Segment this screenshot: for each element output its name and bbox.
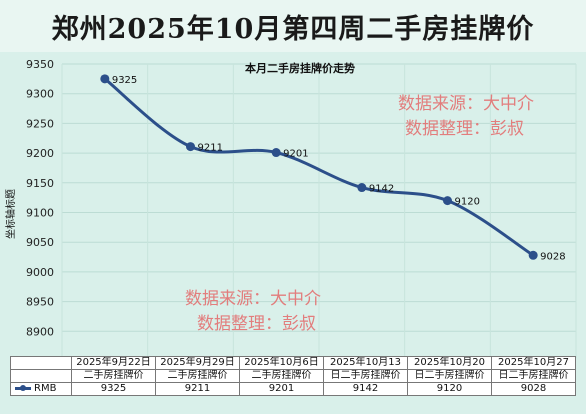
series-rmb: 9325 9211 9201 9142 9120 9028 xyxy=(100,74,566,262)
table-header-row-2: 二手房挂牌价 二手房挂牌价 二手房挂牌价 日二手房挂牌价 日二手房挂牌价 日二手… xyxy=(10,369,576,383)
y-tick-label: 9000 xyxy=(26,266,54,279)
y-tick-label: 9050 xyxy=(26,236,54,249)
data-point xyxy=(357,183,367,193)
data-point xyxy=(443,196,452,206)
y-tick-label: 9300 xyxy=(26,88,54,101)
table-header-cell: 日二手房挂牌价 xyxy=(323,369,408,383)
table-header-cell: 2025年10月27 xyxy=(491,356,576,370)
data-label: 9028 xyxy=(540,251,565,262)
watermark-author: 数据整理：彭叔 xyxy=(405,119,524,139)
y-tick-label: 8900 xyxy=(26,325,54,338)
table-cell: 9201 xyxy=(239,382,324,396)
grid xyxy=(61,63,577,358)
data-label: 9325 xyxy=(112,75,137,86)
chart-title: 本月二手房挂牌价走势 xyxy=(245,61,355,75)
watermark-source: 数据来源：大中介 xyxy=(185,289,321,309)
page-title: 郑州2025年10月第四周二手房挂牌价 xyxy=(51,13,535,45)
table-header-cell: 2025年9月22日 xyxy=(71,356,156,370)
data-label: 9201 xyxy=(283,149,308,160)
data-point xyxy=(100,74,110,84)
watermark-top: 数据来源：大中介 数据整理：彭叔 xyxy=(398,94,534,139)
y-tick-label: 9100 xyxy=(26,207,54,220)
table-header-cell: 二手房挂牌价 xyxy=(239,369,324,383)
table-row-rmb: RMB 9325 9211 9201 9142 9120 9028 xyxy=(10,382,576,396)
table-corner xyxy=(10,369,72,383)
table-cell: 9142 xyxy=(323,382,408,396)
y-tick-label: 9150 xyxy=(26,177,54,190)
data-point xyxy=(528,250,538,260)
table-header-cell: 二手房挂牌价 xyxy=(71,369,156,383)
line-chart: 8850890089509000905091009150920092509300… xyxy=(0,52,586,358)
watermark-author: 数据整理：彭叔 xyxy=(197,314,316,334)
data-label: 9120 xyxy=(455,197,480,208)
y-axis-label: 坐标轴标题 xyxy=(4,189,17,239)
y-tick-label: 9250 xyxy=(26,117,54,130)
table-cell: 9028 xyxy=(491,382,576,396)
legend-entry: RMB xyxy=(10,382,72,396)
table-header-cell: 日二手房挂牌价 xyxy=(491,369,576,383)
watermark-bottom: 数据来源：大中介 数据整理：彭叔 xyxy=(185,289,321,334)
chart-background xyxy=(0,52,586,358)
y-tick-label: 9200 xyxy=(26,147,54,160)
table-header-cell: 2025年10月20 xyxy=(407,356,492,370)
watermark-source: 数据来源：大中介 xyxy=(398,94,534,114)
table-corner xyxy=(10,356,72,370)
table-cell: 9120 xyxy=(407,382,492,396)
table-header-cell: 2025年9月29日 xyxy=(155,356,240,370)
table-header-cell: 二手房挂牌价 xyxy=(155,369,240,383)
table-header-cell: 2025年10月6日 xyxy=(239,356,324,370)
y-tick-label: 9350 xyxy=(26,58,54,71)
banner: 郑州2025年10月第四周二手房挂牌价 xyxy=(0,0,586,53)
y-tick-label: 8950 xyxy=(26,296,54,309)
table-header-row-1: 2025年9月22日 2025年9月29日 2025年10月6日 2025年10… xyxy=(10,356,576,370)
table-cell: 9211 xyxy=(155,382,240,396)
data-table: 2025年9月22日 2025年9月29日 2025年10月6日 2025年10… xyxy=(10,356,576,396)
data-label: 9211 xyxy=(198,143,223,154)
data-point xyxy=(186,142,195,152)
table-cell: 9325 xyxy=(71,382,156,396)
table-header-cell: 日二手房挂牌价 xyxy=(407,369,492,383)
series-line xyxy=(103,77,534,257)
table-header-cell: 2025年10月13 xyxy=(323,356,408,370)
data-label: 9142 xyxy=(369,184,394,195)
legend-label: RMB xyxy=(34,383,57,395)
data-point xyxy=(271,148,281,158)
legend-line-marker-icon xyxy=(15,384,31,391)
